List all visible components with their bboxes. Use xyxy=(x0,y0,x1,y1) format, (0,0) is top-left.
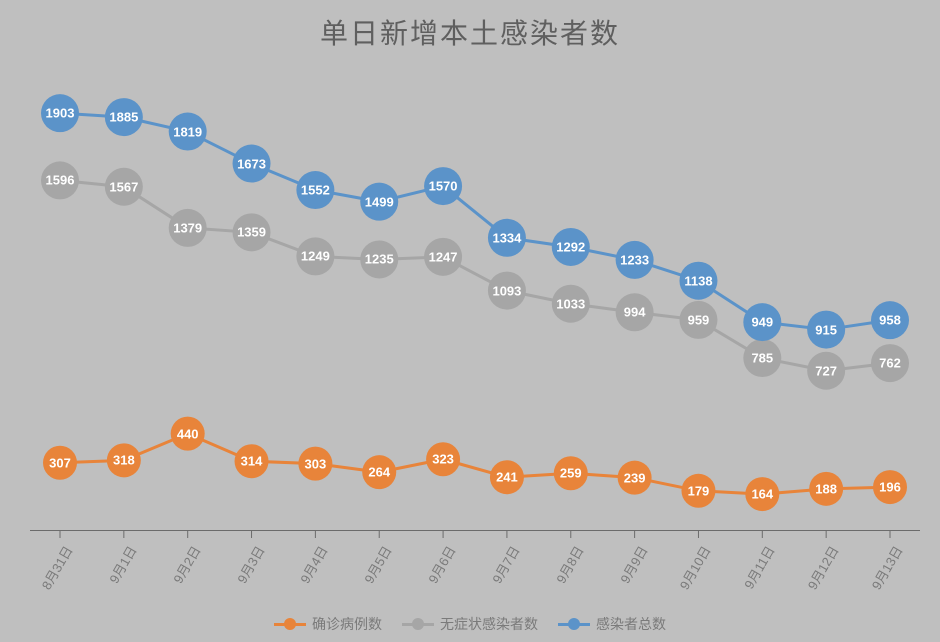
legend-label: 确诊病例数 xyxy=(312,614,382,634)
legend-item: 确诊病例数 xyxy=(274,614,382,634)
legend-label: 无症状感染者数 xyxy=(440,614,538,634)
legend-item: 无症状感染者数 xyxy=(402,614,538,634)
legend-item: 感染者总数 xyxy=(558,614,666,634)
legend-swatch xyxy=(274,623,306,626)
legend-label: 感染者总数 xyxy=(596,614,666,634)
legend-swatch xyxy=(558,623,590,626)
legend: 确诊病例数 无症状感染者数 感染者总数 xyxy=(0,613,940,635)
chart-title: 单日新增本土感染者数 xyxy=(0,12,940,52)
plot-svg xyxy=(30,70,920,550)
legend-swatch xyxy=(402,623,434,626)
chart-root: 单日新增本土感染者数 30731844031430326432324125923… xyxy=(0,0,940,642)
